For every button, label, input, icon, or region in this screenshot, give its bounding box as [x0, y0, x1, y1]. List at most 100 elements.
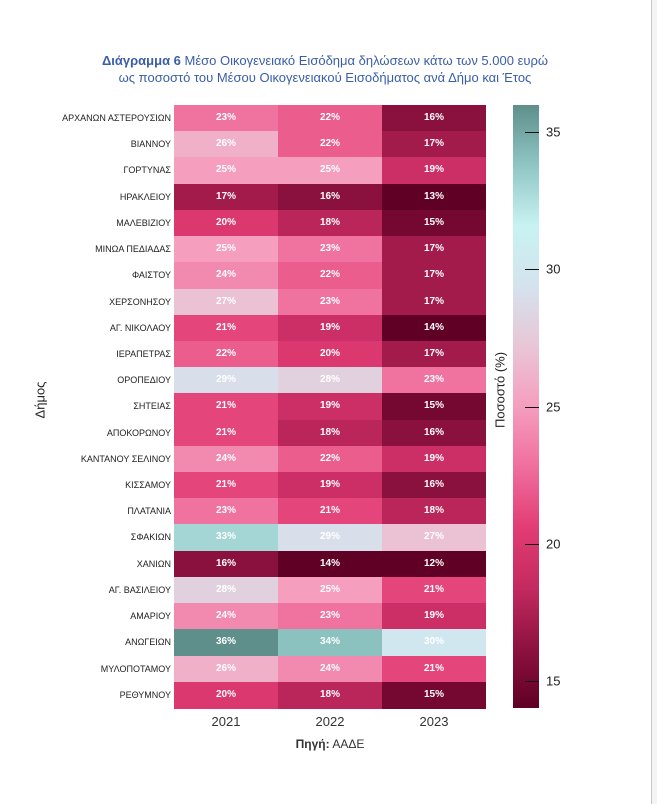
x-tick-label: 2022 [315, 714, 345, 729]
heatmap-cell: 19% [382, 603, 486, 631]
row-label: ΦΑΙΣΤΟΥ [131, 270, 171, 281]
heatmap-cell: 25% [278, 576, 382, 604]
colorbar-tick-label: 30 [546, 261, 561, 277]
heatmap-cell: 20% [174, 209, 278, 237]
heatmap-cell: 21% [174, 419, 278, 447]
heatmap-cell: 16% [278, 183, 382, 211]
heatmap-cell: 19% [382, 157, 486, 185]
heatmap-cell: 23% [278, 236, 382, 264]
y-axis-label: Δήμος [32, 381, 48, 419]
heatmap-cell: 24% [174, 262, 278, 290]
row-label: ΜΥΛΟΠΟΤΑΜΟΥ [100, 663, 171, 674]
page-margin [652, 0, 657, 804]
chart-title: Διάγραμμα 6 Μέσο Οικογενειακό Εισόδημα δ… [60, 52, 590, 86]
heatmap-cell: 28% [278, 367, 382, 395]
heatmap-cell: 19% [278, 314, 382, 342]
heatmap-cell: 17% [382, 131, 486, 159]
heatmap-cell: 22% [278, 445, 382, 473]
heatmap-cell: 17% [382, 262, 486, 290]
heatmap-cell: 25% [278, 157, 382, 185]
row-label: ΜΙΝΩΑ ΠΕΔΙΑΔΑΣ [95, 244, 171, 255]
colorbar-tick [525, 269, 539, 271]
heatmap-cell: 16% [382, 472, 486, 500]
heatmap-cell: 29% [278, 524, 382, 552]
heatmap-cell: 18% [278, 419, 382, 447]
row-label: ΚΑΝΤΑΝΟΥ ΣΕΛΙΝΟΥ [80, 453, 171, 464]
heatmap-cell: 26% [174, 655, 278, 683]
row-label: ΧΑΝΙΩΝ [136, 558, 171, 569]
heatmap-cell: 21% [382, 576, 486, 604]
row-label: ΓΟΡΤΥΝΑΣ [123, 165, 171, 176]
heatmap-cell: 16% [382, 105, 486, 132]
heatmap-cell: 23% [278, 288, 382, 316]
heatmap-cell: 22% [174, 340, 278, 368]
heatmap-cell: 17% [174, 183, 278, 211]
row-label: ΑΓ. ΒΑΣΙΛΕΙΟΥ [108, 584, 171, 595]
chart-title-line2: ως ποσοστό του Μέσου Οικογενειακού Εισοδ… [118, 70, 532, 85]
row-label: ΧΕΡΣΟΝΗΣΟΥ [109, 296, 171, 307]
row-label: ΑΡΧΑΝΩΝ ΑΣΤΕΡΟΥΣΙΩΝ [62, 113, 171, 123]
heatmap-cell: 15% [382, 393, 486, 421]
heatmap-cell: 21% [174, 314, 278, 342]
row-label: ΣΦΑΚΙΩΝ [130, 532, 171, 543]
heatmap-cell: 22% [278, 105, 382, 132]
heatmap-cell: 18% [278, 681, 382, 709]
heatmap-cell: 13% [382, 183, 486, 211]
heatmap-cell: 23% [382, 367, 486, 395]
heatmap-cell: 18% [278, 209, 382, 237]
colorbar-tick-label: 20 [546, 536, 561, 552]
heatmap-cell: 21% [382, 655, 486, 683]
heatmap-cell: 22% [278, 131, 382, 159]
heatmap-cell: 29% [174, 367, 278, 395]
row-label: ΒΙΑΝΝΟΥ [130, 139, 171, 150]
heatmap-cell: 14% [382, 314, 486, 342]
row-label: ΡΕΘΥΜΝΟΥ [119, 689, 171, 700]
page-edge [651, 0, 652, 804]
heatmap-cell: 15% [382, 209, 486, 237]
heatmap-cell: 28% [174, 576, 278, 604]
heatmap-cell: 16% [382, 419, 486, 447]
chart-title-prefix: Διάγραμμα 6 [101, 53, 181, 68]
heatmap-cell: 16% [174, 550, 278, 578]
heatmap-cell: 21% [174, 472, 278, 500]
heatmap-cell: 24% [278, 655, 382, 683]
heatmap-cell: 26% [174, 131, 278, 159]
heatmap-cell: 36% [174, 629, 278, 657]
heatmap-cell: 27% [174, 288, 278, 316]
colorbar-tick-label: 35 [546, 124, 561, 140]
heatmap-cell: 25% [174, 236, 278, 264]
heatmap-cell: 15% [382, 681, 486, 709]
heatmap-cell: 19% [382, 445, 486, 473]
heatmap-cell: 30% [382, 629, 486, 657]
heatmap-cell: 24% [174, 445, 278, 473]
source-label: Πηγή: [295, 737, 330, 751]
heatmap-cell: 20% [174, 681, 278, 709]
heatmap-cell: 22% [278, 262, 382, 290]
row-label: ΑΠΟΚΟΡΩΝΟΥ [106, 427, 171, 438]
row-label: ΚΙΣΣΑΜΟΥ [125, 480, 171, 491]
row-label: ΜΑΛΕΒΙΖΙΟΥ [116, 217, 171, 228]
row-label: ΣΗΤΕΙΑΣ [133, 401, 171, 412]
colorbar-tick [525, 132, 539, 134]
heatmap-cell: 12% [382, 550, 486, 578]
heatmap-cell: 14% [278, 550, 382, 578]
heatmap-cell: 34% [278, 629, 382, 657]
x-tick-label: 2023 [419, 714, 449, 729]
heatmap-cell: 23% [174, 498, 278, 526]
heatmap-cell: 23% [174, 105, 278, 132]
colorbar-label: Ποσοστό (%) [492, 351, 508, 429]
colorbar-tick-label: 15 [546, 673, 561, 689]
heatmap-cell: 33% [174, 524, 278, 552]
colorbar-tick-label: 25 [546, 399, 561, 414]
heatmap-cell: 19% [278, 393, 382, 421]
colorbar-tick [525, 406, 539, 408]
colorbar-tick [525, 543, 539, 545]
chart-title-line1: Μέσο Οικογενειακό Εισόδημα δηλώσεων κάτω… [180, 53, 549, 68]
heatmap-cell: 27% [382, 524, 486, 552]
heatmap-cell: 25% [174, 157, 278, 185]
heatmap-cell: 20% [278, 340, 382, 368]
heatmap-cell: 24% [174, 603, 278, 631]
heatmap-cell: 17% [382, 288, 486, 316]
colorbar-tick [525, 680, 539, 682]
row-label: ΟΡΟΠΕΔΙΟΥ [117, 375, 171, 386]
